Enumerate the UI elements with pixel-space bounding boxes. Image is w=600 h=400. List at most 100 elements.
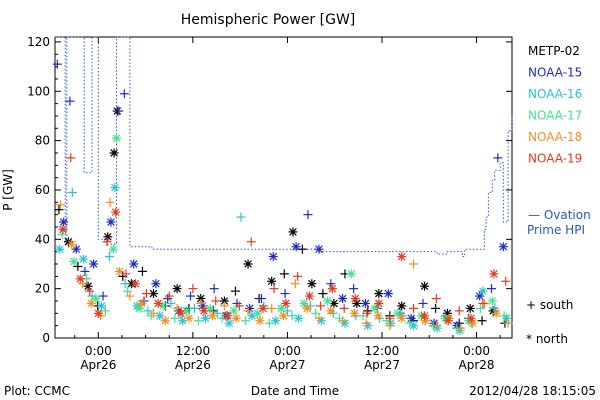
data-point-metp-02 [288, 227, 298, 237]
point-stroke [208, 311, 217, 320]
data-point-noaa-17 [264, 318, 274, 328]
data-point-noaa-18 [456, 323, 466, 333]
data-point-metp-02 [267, 276, 277, 286]
data-point-noaa-19 [164, 291, 174, 301]
x-tick-date-label: Apr28 [459, 358, 495, 372]
legend-entry-noaa-19: NOAA-19 [528, 152, 582, 166]
data-point-noaa-15 [119, 89, 129, 99]
point-stroke [177, 309, 185, 318]
data-point-noaa-17 [475, 303, 485, 313]
data-point-noaa-18 [397, 313, 407, 323]
data-point-noaa-19 [130, 279, 140, 289]
x-tick-date-label: Apr26 [175, 358, 211, 372]
point-stroke [110, 149, 118, 157]
point-stroke [444, 316, 452, 325]
data-point-metp-02 [363, 306, 373, 316]
data-point-metp-02 [465, 303, 475, 313]
point-stroke [282, 299, 290, 308]
point-stroke [315, 245, 323, 253]
point-stroke [479, 287, 487, 295]
data-point-noaa-16 [293, 313, 303, 323]
point-stroke [129, 260, 138, 268]
data-point-noaa-17 [393, 308, 403, 318]
point-stroke [407, 314, 415, 323]
data-point-noaa-18 [125, 291, 135, 301]
point-stroke [397, 302, 406, 310]
data-point-noaa-18 [361, 318, 371, 328]
data-point-noaa-19 [350, 294, 360, 304]
point-stroke [492, 309, 501, 318]
data-point-noaa-18 [115, 266, 125, 276]
data-point-metp-02 [318, 289, 328, 299]
legend-south-symbol: + south [526, 298, 573, 312]
data-point-noaa-15 [52, 59, 62, 69]
point-stroke [375, 289, 383, 298]
data-point-noaa-19 [85, 286, 95, 296]
data-point-noaa-18 [503, 318, 513, 328]
point-stroke [79, 255, 88, 263]
data-point-metp-02 [352, 298, 362, 308]
data-point-noaa-19 [211, 296, 221, 306]
data-point-noaa-17 [100, 306, 110, 316]
data-point-noaa-15 [493, 153, 503, 163]
data-point-noaa-19 [385, 313, 395, 323]
data-point-noaa-19 [153, 298, 163, 308]
x-tick-date-label: Apr27 [364, 358, 400, 372]
data-point-metp-02 [307, 279, 317, 289]
point-stroke [154, 299, 163, 308]
data-point-noaa-15 [406, 313, 416, 323]
data-point-noaa-19 [420, 311, 430, 321]
plot-frame [54, 36, 513, 339]
point-stroke [223, 311, 232, 320]
point-stroke [111, 183, 119, 192]
point-stroke [475, 292, 484, 300]
data-point-noaa-15 [314, 244, 324, 254]
data-point-noaa-16 [316, 316, 326, 326]
data-point-noaa-18 [255, 316, 265, 326]
data-point-noaa-18 [137, 298, 147, 308]
satellite-data-points [52, 59, 513, 336]
data-point-noaa-17 [405, 318, 415, 328]
data-point-noaa-17 [57, 229, 67, 239]
data-point-noaa-15 [256, 294, 266, 304]
ovation-step-line [55, 36, 513, 258]
point-stroke [289, 228, 297, 236]
data-point-noaa-17 [111, 133, 121, 143]
data-point-noaa-19 [316, 301, 326, 311]
legend: METP-02 NOAA-15 NOAA-16 NOAA-17 NOAA-18 NOAA-… [528, 44, 582, 166]
data-point-metp-02 [477, 316, 487, 326]
data-point-metp-02 [103, 232, 113, 242]
data-point-noaa-16 [501, 313, 511, 323]
data-point-noaa-17 [158, 301, 168, 311]
data-point-noaa-15 [475, 291, 485, 301]
data-point-noaa-16 [224, 318, 234, 328]
point-stroke [161, 316, 170, 325]
point-stroke [371, 304, 379, 313]
legend-ovation-line1: — Ovation [528, 208, 591, 222]
data-point-noaa-18 [196, 298, 206, 308]
point-stroke [317, 316, 326, 325]
point-stroke [67, 240, 76, 249]
point-stroke [97, 302, 106, 310]
data-point-noaa-15 [59, 217, 69, 227]
point-stroke [420, 311, 429, 320]
data-point-noaa-16 [104, 252, 114, 262]
data-point-noaa-15 [349, 284, 359, 294]
data-point-metp-02 [172, 284, 182, 294]
point-stroke [76, 274, 85, 283]
data-point-noaa-18 [219, 301, 229, 311]
point-stroke [323, 297, 332, 305]
data-point-noaa-17 [170, 313, 180, 323]
x-tick-date-label: Apr27 [269, 358, 305, 372]
point-stroke [115, 267, 124, 276]
data-point-noaa-19 [223, 311, 233, 321]
data-point-noaa-18 [267, 303, 277, 313]
data-point-noaa-19 [176, 308, 186, 318]
y-tick-label: 0 [42, 331, 50, 345]
point-stroke [308, 279, 316, 288]
data-point-noaa-15 [338, 294, 348, 304]
point-stroke [155, 311, 164, 320]
point-stroke [89, 260, 98, 268]
data-point-metp-02 [109, 148, 119, 158]
point-stroke [303, 304, 311, 313]
